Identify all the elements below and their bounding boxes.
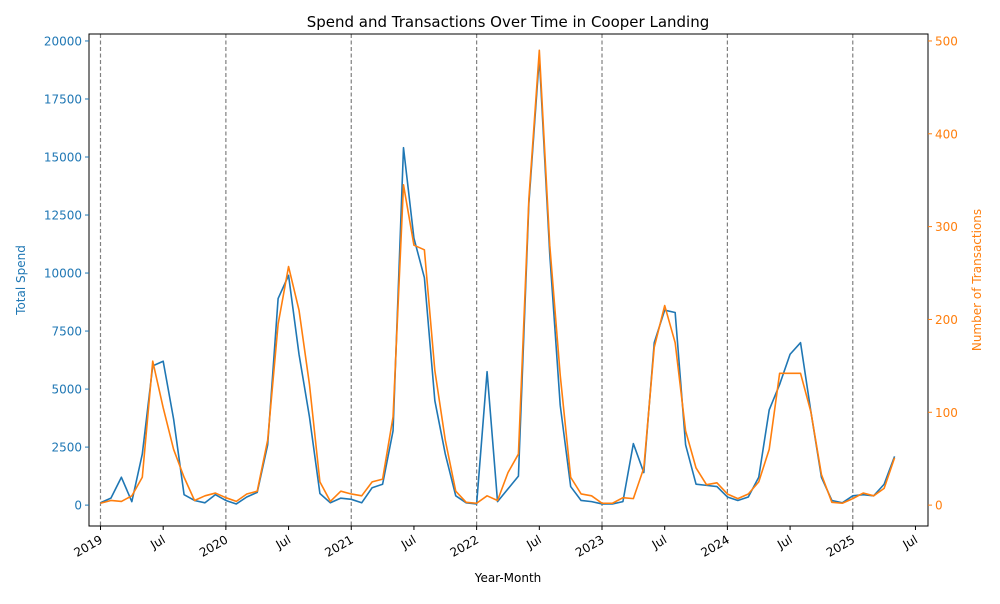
x-tick-label: Jul	[900, 532, 920, 552]
left-tick-label: 20000	[44, 34, 82, 48]
right-tick-label: 400	[935, 127, 958, 141]
chart-title: Spend and Transactions Over Time in Coop…	[307, 13, 710, 31]
right-tick-label: 0	[935, 499, 943, 513]
transactions-line	[100, 49, 896, 505]
right-tick-label: 100	[935, 406, 958, 420]
x-axis-label: Year-Month	[474, 571, 542, 585]
plot-frame	[88, 33, 929, 527]
right-tick-label: 300	[935, 220, 958, 234]
right-axis: 0 100 200 300 400 500	[928, 34, 958, 513]
right-tick-label: 200	[935, 313, 958, 327]
year-boundary-lines	[99, 34, 854, 526]
series-layer	[100, 49, 896, 505]
x-tick-label: Jul	[273, 532, 293, 552]
left-tick-label: 12500	[44, 209, 82, 223]
left-tick-label: 0	[74, 499, 82, 513]
right-tick-label: 500	[935, 34, 958, 48]
right-axis-label: Number of Transactions	[970, 209, 984, 351]
x-tick-label: Jul	[398, 532, 418, 552]
total-spend-line	[100, 56, 896, 505]
left-tick-label: 5000	[51, 383, 82, 397]
left-tick-label: 10000	[44, 267, 82, 281]
x-tick-label: Jul	[523, 532, 543, 552]
left-tick-label: 17500	[44, 92, 82, 106]
left-axis-label: Total Spend	[14, 245, 28, 316]
left-axis: 0 2500 5000 7500 10000 12500 15000 17500 20000	[44, 34, 89, 513]
x-tick-label: Jul	[649, 532, 669, 552]
x-tick-label: Jul	[774, 532, 794, 552]
left-tick-label: 7500	[51, 325, 82, 339]
x-tick-label: Jul	[147, 532, 167, 552]
left-tick-label: 15000	[44, 151, 82, 165]
left-tick-label: 2500	[51, 441, 82, 455]
